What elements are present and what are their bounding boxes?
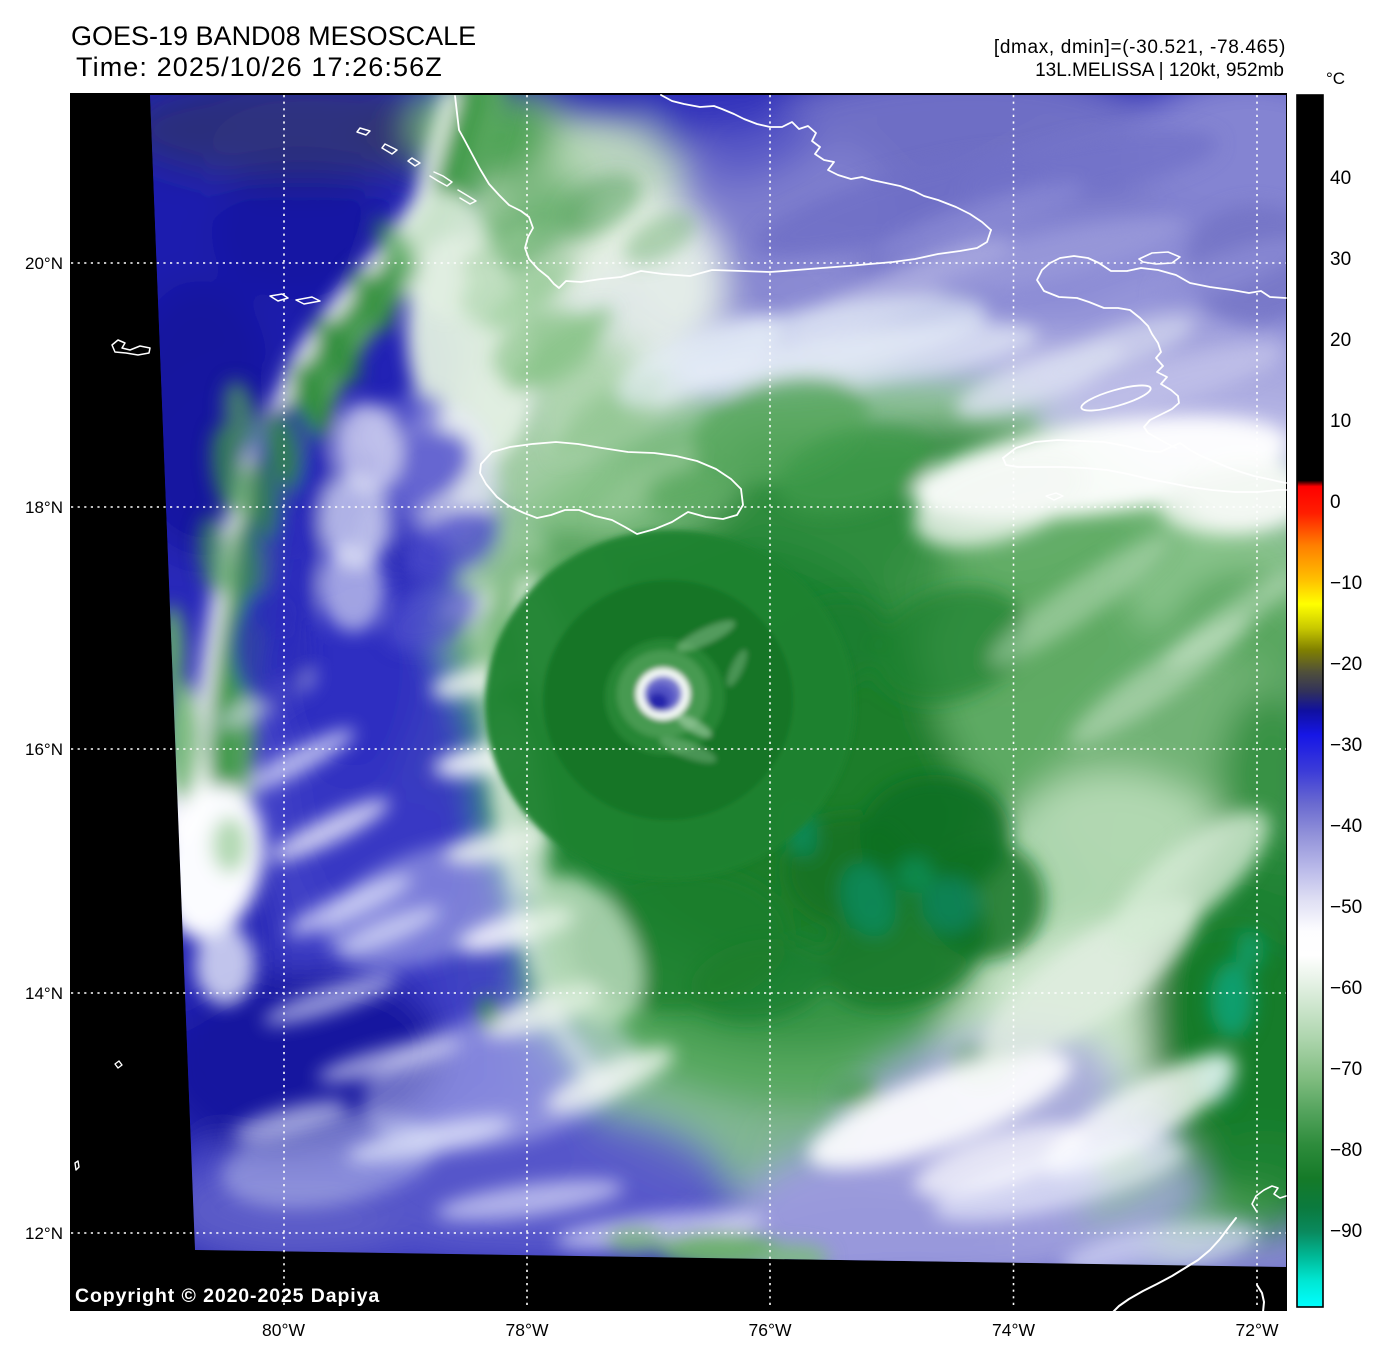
svg-text:0: 0 xyxy=(1330,492,1341,513)
svg-text:76°W: 76°W xyxy=(749,1320,792,1340)
svg-text:−60: −60 xyxy=(1330,978,1362,999)
svg-text:40: 40 xyxy=(1330,168,1351,189)
svg-text:20: 20 xyxy=(1330,330,1351,351)
svg-text:−70: −70 xyxy=(1330,1059,1362,1080)
svg-text:16°N: 16°N xyxy=(25,740,63,759)
svg-text:30: 30 xyxy=(1330,249,1351,270)
svg-text:18°N: 18°N xyxy=(25,498,63,517)
svg-text:20°N: 20°N xyxy=(25,254,63,273)
svg-text:14°N: 14°N xyxy=(25,984,63,1003)
svg-text:−50: −50 xyxy=(1330,897,1362,918)
svg-text:−20: −20 xyxy=(1330,654,1362,675)
svg-text:GOES-19 BAND08 MESOSCALE: GOES-19 BAND08 MESOSCALE xyxy=(71,21,476,51)
svg-text:−40: −40 xyxy=(1330,816,1362,837)
svg-text:74°W: 74°W xyxy=(992,1320,1035,1340)
svg-text:12°N: 12°N xyxy=(25,1224,63,1243)
svg-text:−10: −10 xyxy=(1330,573,1362,594)
svg-text:78°W: 78°W xyxy=(506,1320,549,1340)
svg-text:Copyright © 2020-2025 Dapiya: Copyright © 2020-2025 Dapiya xyxy=(75,1285,380,1307)
svg-text:[dmax, dmin]=(-30.521, -78.465: [dmax, dmin]=(-30.521, -78.465) xyxy=(994,37,1286,58)
svg-text:−80: −80 xyxy=(1330,1140,1362,1161)
svg-text:10: 10 xyxy=(1330,411,1351,432)
svg-text:72°W: 72°W xyxy=(1236,1320,1279,1340)
svg-text:80°W: 80°W xyxy=(262,1320,305,1340)
svg-text:13L.MELISSA | 120kt, 952mb: 13L.MELISSA | 120kt, 952mb xyxy=(1035,60,1284,81)
svg-text:−30: −30 xyxy=(1330,735,1362,756)
svg-text:−90: −90 xyxy=(1330,1221,1362,1242)
svg-text:°C: °C xyxy=(1326,69,1345,88)
svg-text:Time: 2025/10/26 17:26:56Z: Time: 2025/10/26 17:26:56Z xyxy=(76,52,443,82)
